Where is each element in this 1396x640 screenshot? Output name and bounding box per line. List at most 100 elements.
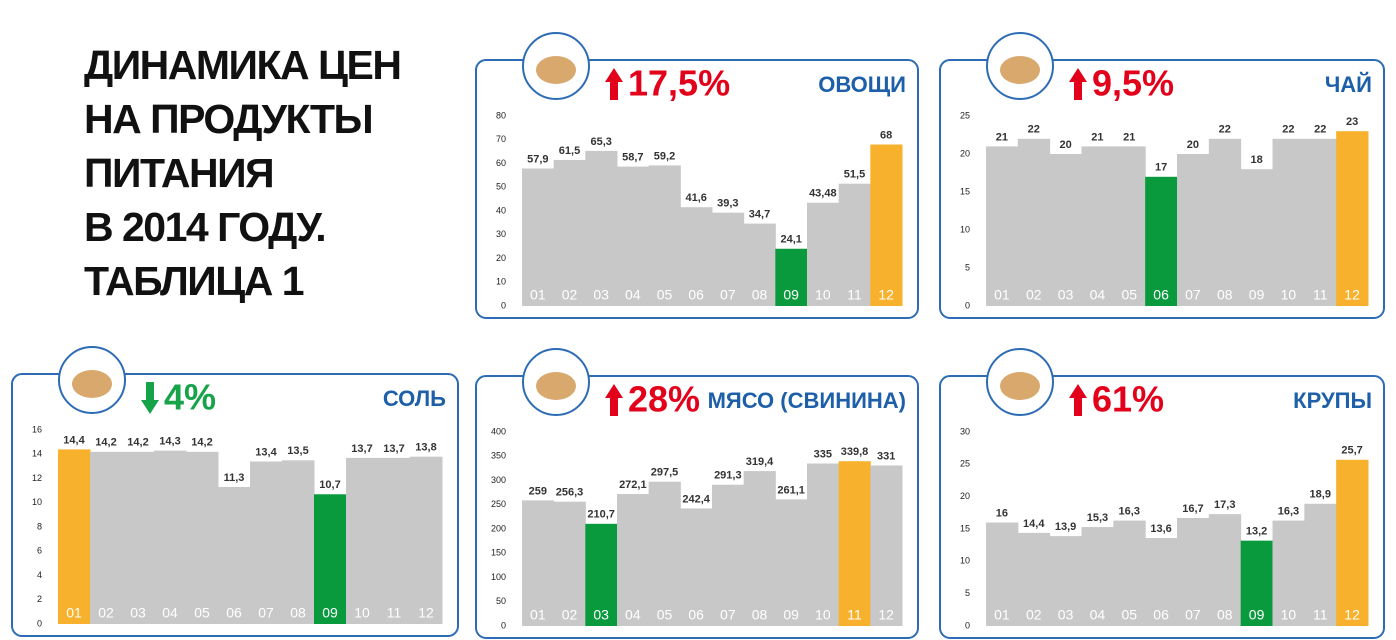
- bar: [1049, 154, 1082, 306]
- icon-art: [536, 372, 576, 400]
- x-tick-label: 09: [783, 607, 799, 623]
- y-tick-label: 15: [960, 523, 970, 533]
- y-tick-label: 0: [37, 618, 42, 628]
- trend-arrow: [605, 384, 623, 416]
- bar: [712, 484, 745, 626]
- bar: [410, 456, 443, 624]
- title-line: ДИНАМИКА ЦЕН: [84, 42, 402, 88]
- x-tick-label: 07: [720, 607, 736, 623]
- x-tick-label: 10: [1281, 287, 1297, 303]
- x-tick-label: 04: [162, 605, 178, 621]
- y-tick-label: 10: [960, 556, 970, 566]
- data-label: 13,2: [1246, 526, 1267, 538]
- x-tick-label: 05: [657, 607, 673, 623]
- bar: [870, 144, 903, 306]
- bar: [122, 451, 155, 624]
- data-label: 10,7: [319, 479, 340, 491]
- data-label: 22: [1314, 124, 1326, 136]
- x-tick-label: 07: [258, 605, 274, 621]
- x-tick-label: 09: [1249, 287, 1265, 303]
- data-label: 259: [529, 485, 547, 497]
- x-tick-label: 02: [98, 605, 114, 621]
- data-label: 331: [877, 450, 895, 462]
- bar: [1208, 138, 1242, 306]
- x-tick-label: 01: [66, 605, 82, 621]
- y-tick-label: 50: [496, 182, 506, 192]
- x-tick-label: 01: [530, 287, 546, 303]
- bar: [648, 481, 681, 626]
- bar: [378, 457, 411, 624]
- icon-art: [1000, 56, 1040, 84]
- data-label: 13,7: [383, 443, 404, 455]
- chart-panel: СОЛЬ4%024681012141614,40114,20214,20314,…: [11, 346, 459, 637]
- bar: [1145, 176, 1178, 306]
- chart-panel: КРУПЫ61%051015202530160114,40213,90315,3…: [939, 348, 1385, 639]
- title-line: ТАБЛИЦА 1: [84, 258, 305, 304]
- x-tick-label: 01: [994, 607, 1010, 623]
- icon-art: [1000, 372, 1040, 400]
- data-label: 65,3: [590, 136, 611, 148]
- bar: [1177, 154, 1210, 306]
- trend-arrow: [605, 68, 623, 100]
- bar: [186, 451, 219, 624]
- y-tick-label: 5: [965, 262, 970, 272]
- bar: [346, 457, 379, 624]
- change: 28%: [628, 379, 700, 420]
- data-label: 261,1: [777, 484, 805, 496]
- bar: [807, 463, 840, 626]
- x-tick-label: 11: [387, 605, 402, 621]
- bar: [1240, 169, 1273, 306]
- bar: [743, 223, 776, 306]
- bar: [1304, 503, 1337, 626]
- y-tick-label: 2: [37, 594, 42, 604]
- data-label: 13,6: [1150, 523, 1171, 535]
- change: 9,5%: [1092, 63, 1174, 104]
- data-label: 41,6: [685, 192, 706, 204]
- x-tick-label: 05: [1121, 607, 1137, 623]
- x-tick-label: 07: [1185, 287, 1201, 303]
- x-tick-label: 12: [878, 607, 894, 623]
- data-label: 24,1: [780, 234, 801, 246]
- data-label: 21: [1123, 131, 1135, 143]
- bar: [58, 449, 91, 624]
- chart-title: СОЛЬ: [383, 386, 446, 411]
- change: 17,5%: [628, 63, 730, 104]
- trend-arrow: [1069, 384, 1087, 416]
- bar: [1272, 520, 1305, 626]
- bar: [1336, 459, 1369, 626]
- x-tick-label: 03: [1058, 287, 1074, 303]
- x-tick-label: 03: [130, 605, 146, 621]
- y-tick-label: 300: [491, 475, 506, 485]
- x-tick-label: 10: [1281, 607, 1297, 623]
- data-label: 14,2: [127, 437, 148, 449]
- data-label: 13,4: [255, 446, 277, 458]
- bar: [282, 460, 315, 624]
- bar: [1240, 540, 1273, 626]
- data-label: 18,9: [1310, 489, 1331, 501]
- x-tick-label: 05: [657, 287, 673, 303]
- bar: [585, 150, 618, 306]
- x-tick-label: 03: [1058, 607, 1074, 623]
- y-tick-label: 40: [496, 205, 506, 215]
- data-label: 20: [1059, 139, 1071, 151]
- x-tick-label: 10: [815, 607, 831, 623]
- data-label: 242,4: [682, 493, 710, 505]
- x-tick-label: 10: [354, 605, 370, 621]
- data-label: 59,2: [654, 150, 675, 162]
- data-label: 13,9: [1055, 521, 1076, 533]
- x-tick-label: 05: [194, 605, 210, 621]
- bar: [986, 522, 1019, 626]
- data-label: 335: [814, 448, 832, 460]
- data-label: 34,7: [749, 208, 770, 220]
- y-tick-label: 100: [491, 572, 506, 582]
- x-tick-label: 04: [1090, 607, 1106, 623]
- bar: [712, 212, 745, 306]
- y-tick-label: 0: [965, 300, 970, 310]
- data-label: 16,7: [1182, 503, 1203, 515]
- chart-title: КРУПЫ: [1293, 388, 1372, 413]
- data-label: 13,7: [351, 443, 372, 455]
- chart-title: ОВОЩИ: [818, 72, 906, 97]
- y-tick-label: 150: [491, 548, 506, 558]
- y-tick-label: 70: [496, 134, 506, 144]
